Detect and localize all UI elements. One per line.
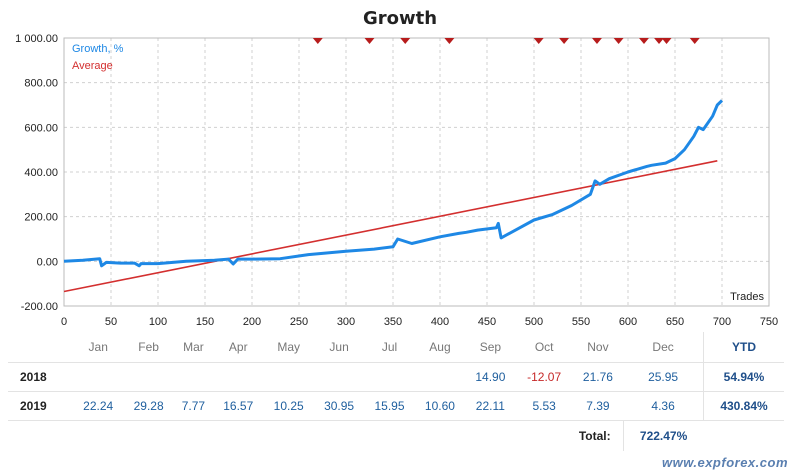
month-value: 7.39 (586, 399, 610, 413)
plot-frame (63, 37, 770, 307)
month-value: 10.60 (424, 399, 455, 413)
y-tick-label: 800.00 (24, 78, 58, 90)
average-series-line (63, 160, 718, 293)
table-corner (8, 332, 73, 363)
deposit-marker (591, 38, 602, 44)
table-header-row: Jan Feb Mar Apr May Jun Jul Aug Sep Oct Nov Dec YTD (8, 332, 784, 363)
yearly-returns-table: Jan Feb Mar Apr May Jun Jul Aug Sep Oct Nov Dec YTD … (8, 332, 784, 451)
y-tick-label: 0.00 (37, 256, 58, 268)
month-value: -12.07 (527, 370, 562, 384)
deposit-marker (533, 38, 544, 44)
deposit-marker (661, 38, 672, 44)
x-tick-label: 250 (290, 316, 308, 328)
total-value: 722.47% (622, 420, 704, 451)
deposit-marker (364, 38, 375, 44)
growth-series-line (63, 99, 724, 268)
month-value (73, 363, 123, 392)
month-value: 30.95 (324, 399, 355, 413)
deposit-marker (559, 38, 570, 44)
table-row: 2019 22.24 29.28 7.77 16.57 10.25 30.95 15.95 10… (8, 391, 784, 421)
month-header: Aug (414, 332, 466, 363)
deposit-marker (689, 38, 700, 44)
month-header: Feb (123, 332, 174, 363)
legend-average: Average (72, 60, 113, 72)
month-value: 22.11 (475, 399, 505, 413)
month-value (314, 363, 364, 392)
month-value: 7.77 (181, 399, 206, 413)
y-tick-label: 200.00 (24, 212, 58, 224)
watermark: www.expforex.com (662, 455, 788, 470)
x-tick-label: 100 (149, 316, 167, 328)
month-value (364, 363, 414, 392)
x-tick-label: 600 (619, 316, 637, 328)
x-tick-label: 150 (196, 316, 214, 328)
month-header: Oct (515, 332, 573, 363)
total-label: Total: (578, 429, 611, 443)
month-value: 22.24 (83, 399, 114, 413)
month-header: Nov (572, 332, 624, 363)
deposit-marker (444, 38, 455, 44)
x-tick-label: 350 (384, 316, 402, 328)
x-tick-label: 300 (337, 316, 355, 328)
deposit-marker (638, 38, 649, 44)
month-value (123, 363, 173, 392)
month-value (174, 363, 213, 392)
deposit-marker (613, 38, 624, 44)
deposit-marker (312, 38, 323, 44)
month-value: 14.90 (475, 370, 506, 384)
x-tick-label: 400 (431, 316, 449, 328)
month-header: Dec (623, 332, 704, 363)
month-header: Jul (364, 332, 415, 363)
year-label: 2019 (20, 399, 47, 413)
month-value: 4.36 (651, 399, 675, 413)
x-tick-label: 50 (105, 316, 117, 328)
x-tick-label: 0 (61, 316, 67, 328)
total-row: Total: 722.47% (8, 420, 784, 451)
chart-title: Growth (363, 8, 437, 29)
series-layer (63, 99, 724, 293)
month-value: 25.95 (648, 370, 679, 384)
legend-growth: Growth, % (72, 43, 124, 55)
deposit-markers (312, 38, 700, 44)
table-row: 2018 14.90 -12.07 21.76 25.95 54.94% (8, 362, 784, 392)
deposit-marker (400, 38, 411, 44)
month-value (213, 363, 263, 392)
y-tick-label: -200.00 (21, 301, 58, 313)
month-value: 21.76 (582, 370, 613, 384)
x-tick-label: 700 (713, 316, 731, 328)
month-value: 10.25 (273, 399, 304, 413)
growth-chart: Growth -200.00 0.00 200.00 400.00 600.00 800.… (15, 8, 778, 328)
y-tick-label: 1 000.00 (15, 33, 58, 45)
y-tick-label: 600.00 (24, 122, 58, 134)
x-tick-label: 450 (478, 316, 496, 328)
y-tick-label: 400.00 (24, 167, 58, 179)
month-value: 15.95 (374, 399, 405, 413)
month-header: Mar (173, 332, 214, 363)
ytd-value: 430.84% (703, 391, 784, 421)
x-axis-title: Trades (730, 291, 764, 303)
month-header: Jan (72, 332, 124, 363)
month-value (415, 363, 465, 392)
deposit-marker (654, 38, 665, 44)
x-tick-label: 550 (572, 316, 590, 328)
year-label: 2018 (20, 370, 47, 384)
month-header: Apr (213, 332, 264, 363)
x-tick-label: 200 (243, 316, 261, 328)
month-value: 29.28 (133, 399, 164, 413)
month-header: Jun (313, 332, 365, 363)
ytd-value: 54.94% (703, 362, 784, 392)
x-tick-label: 500 (525, 316, 543, 328)
x-tick-label: 750 (760, 316, 778, 328)
x-tick-label: 650 (666, 316, 684, 328)
month-header: May (263, 332, 314, 363)
month-value: 5.53 (532, 399, 556, 413)
ytd-header: YTD (703, 332, 784, 363)
month-value: 16.57 (223, 399, 254, 413)
month-value (263, 363, 313, 392)
tick-labels: -200.00 0.00 200.00 400.00 600.00 800.00 1 000… (15, 33, 778, 328)
month-header: Sep (465, 332, 516, 363)
